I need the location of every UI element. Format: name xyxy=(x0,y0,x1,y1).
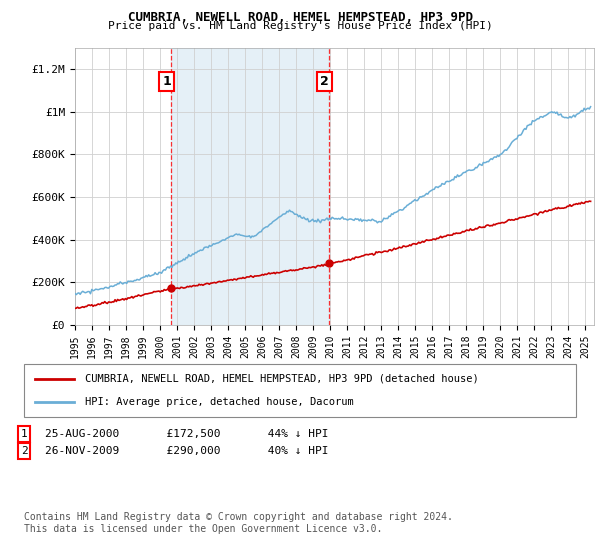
Text: 25-AUG-2000       £172,500       44% ↓ HPI: 25-AUG-2000 £172,500 44% ↓ HPI xyxy=(45,429,329,439)
Text: Contains HM Land Registry data © Crown copyright and database right 2024.
This d: Contains HM Land Registry data © Crown c… xyxy=(24,512,453,534)
Text: HPI: Average price, detached house, Dacorum: HPI: Average price, detached house, Daco… xyxy=(85,397,353,407)
FancyBboxPatch shape xyxy=(24,364,576,417)
Text: 1: 1 xyxy=(163,76,171,88)
Text: 1: 1 xyxy=(20,429,28,439)
Text: 2: 2 xyxy=(320,76,329,88)
Text: CUMBRIA, NEWELL ROAD, HEMEL HEMPSTEAD, HP3 9PD (detached house): CUMBRIA, NEWELL ROAD, HEMEL HEMPSTEAD, H… xyxy=(85,374,478,384)
Bar xyxy=(171,48,329,325)
Text: CUMBRIA, NEWELL ROAD, HEMEL HEMPSTEAD, HP3 9PD: CUMBRIA, NEWELL ROAD, HEMEL HEMPSTEAD, H… xyxy=(128,11,473,24)
Text: 2: 2 xyxy=(20,446,28,456)
Text: Price paid vs. HM Land Registry's House Price Index (HPI): Price paid vs. HM Land Registry's House … xyxy=(107,21,493,31)
Text: 26-NOV-2009       £290,000       40% ↓ HPI: 26-NOV-2009 £290,000 40% ↓ HPI xyxy=(45,446,329,456)
